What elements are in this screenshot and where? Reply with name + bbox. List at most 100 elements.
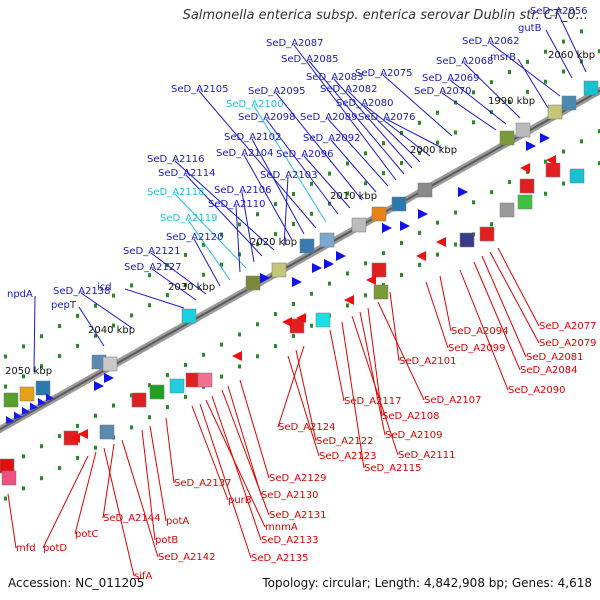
gene-block-reverse <box>499 202 515 218</box>
gene-block-reverse <box>569 168 585 184</box>
forward-gene-label: SeD_A2056 <box>530 6 588 17</box>
track-dot <box>346 303 349 308</box>
forward-gene-arrow <box>94 381 104 391</box>
forward-gene-arrow <box>22 406 30 415</box>
reverse-gene-label: SeD_A2084 <box>520 365 578 376</box>
track-dot <box>256 322 259 327</box>
track-dot <box>400 240 403 245</box>
reverse-gene-label: SeD_A2090 <box>508 385 566 396</box>
track-dot <box>238 364 241 369</box>
track-dot <box>382 251 385 256</box>
track-dot <box>220 374 223 379</box>
forward-leader-line <box>235 205 241 273</box>
reverse-leader-line <box>205 399 266 528</box>
track-dot <box>418 150 421 155</box>
kbp-tick-label: 2010 kbp <box>330 191 377 202</box>
reverse-gene-label: SeD_A2124 <box>278 422 336 433</box>
gene-block-forward <box>515 122 531 138</box>
forward-leader-line <box>33 295 36 373</box>
forward-gene-label: SeD_A2062 <box>462 36 520 47</box>
reverse-leader-line <box>341 321 365 469</box>
reverse-gene-label: SeD_A2077 <box>539 321 597 332</box>
forward-gene-label: SeD_A2068 <box>436 56 494 67</box>
track-dot <box>40 364 43 369</box>
track-dot <box>220 342 223 347</box>
forward-gene-label: SeD_A2138 <box>53 286 111 297</box>
reverse-gene-label: purB <box>228 495 252 506</box>
forward-leader-line <box>151 268 197 301</box>
track-dot <box>22 454 25 459</box>
track-dot <box>328 281 331 286</box>
track-dot <box>364 151 367 156</box>
track-dot <box>130 425 133 430</box>
forward-leader-line <box>193 238 221 287</box>
forward-leader-line <box>78 306 105 347</box>
track-dot <box>22 344 25 349</box>
kbp-tick-label: 2050 kbp <box>5 366 52 377</box>
reverse-leader-line <box>389 291 400 362</box>
track-dot <box>544 159 547 164</box>
track-dot <box>328 201 331 206</box>
reverse-leader-line <box>497 247 540 327</box>
forward-gene-label: SeD_A2082 <box>320 84 378 95</box>
track-dot <box>598 49 600 54</box>
track-dot <box>58 466 61 471</box>
gene-block-forward <box>561 95 577 111</box>
track-dot <box>490 222 493 227</box>
forward-gene-label: SeD_A2092 <box>303 133 361 144</box>
forward-gene-arrow <box>260 273 270 283</box>
reverse-gene-label: potA <box>166 516 189 527</box>
reverse-leader-line <box>459 269 509 391</box>
track-dot <box>184 394 187 399</box>
accession-text: Accession: NC_011205 <box>8 576 145 590</box>
track-dot <box>436 252 439 257</box>
track-dot <box>292 301 295 306</box>
track-dot <box>364 181 367 186</box>
forward-leader-line <box>187 219 231 281</box>
reverse-leader-line <box>359 311 386 436</box>
track-dot <box>76 423 79 428</box>
track-dot <box>544 49 547 54</box>
gene-block-forward <box>181 308 197 324</box>
kbp-tick-label: 2040 kbp <box>88 325 135 336</box>
track-dot <box>292 191 295 196</box>
reverse-gene-label: SeD_A2142 <box>158 552 216 563</box>
track-dot <box>400 160 403 165</box>
reverse-leader-line <box>473 261 521 371</box>
forward-leader-line <box>517 58 549 109</box>
track-dot <box>4 384 7 389</box>
forward-leader-line <box>303 155 351 209</box>
reverse-gene-label: SeD_A2133 <box>261 535 319 546</box>
forward-leader-line <box>174 193 247 269</box>
track-dot <box>4 496 7 501</box>
reverse-gene-arrow <box>78 429 88 439</box>
forward-gene-arrow <box>104 373 114 383</box>
reverse-gene-arrow <box>232 351 242 361</box>
track-dot <box>76 343 79 348</box>
forward-leader-line <box>80 292 133 329</box>
forward-gene-arrow <box>30 402 38 411</box>
reverse-leader-line <box>141 429 156 541</box>
track-dot <box>184 252 187 257</box>
forward-leader-line <box>241 191 255 263</box>
forward-gene-label: SeD_A2076 <box>358 112 416 123</box>
track-dot <box>436 220 439 225</box>
track-dot <box>508 180 511 185</box>
forward-gene-label: SeD_A2080 <box>336 98 394 109</box>
reverse-gene-label: SeD_A2131 <box>269 510 327 521</box>
track-dot <box>274 312 277 317</box>
forward-leader-line <box>174 160 275 251</box>
forward-leader-line <box>124 288 185 309</box>
track-dot <box>166 405 169 410</box>
forward-leader-line <box>243 154 293 241</box>
forward-leader-line <box>251 138 305 235</box>
reverse-leader-line <box>149 425 167 522</box>
gene-features <box>0 80 599 486</box>
track-dot <box>562 39 565 44</box>
gene-block-reverse <box>289 318 305 334</box>
forward-gene-arrow <box>292 277 302 287</box>
track-dot <box>328 171 331 176</box>
track-dot <box>598 161 600 166</box>
reverse-leader-line <box>295 349 317 442</box>
track-dot <box>454 242 457 247</box>
